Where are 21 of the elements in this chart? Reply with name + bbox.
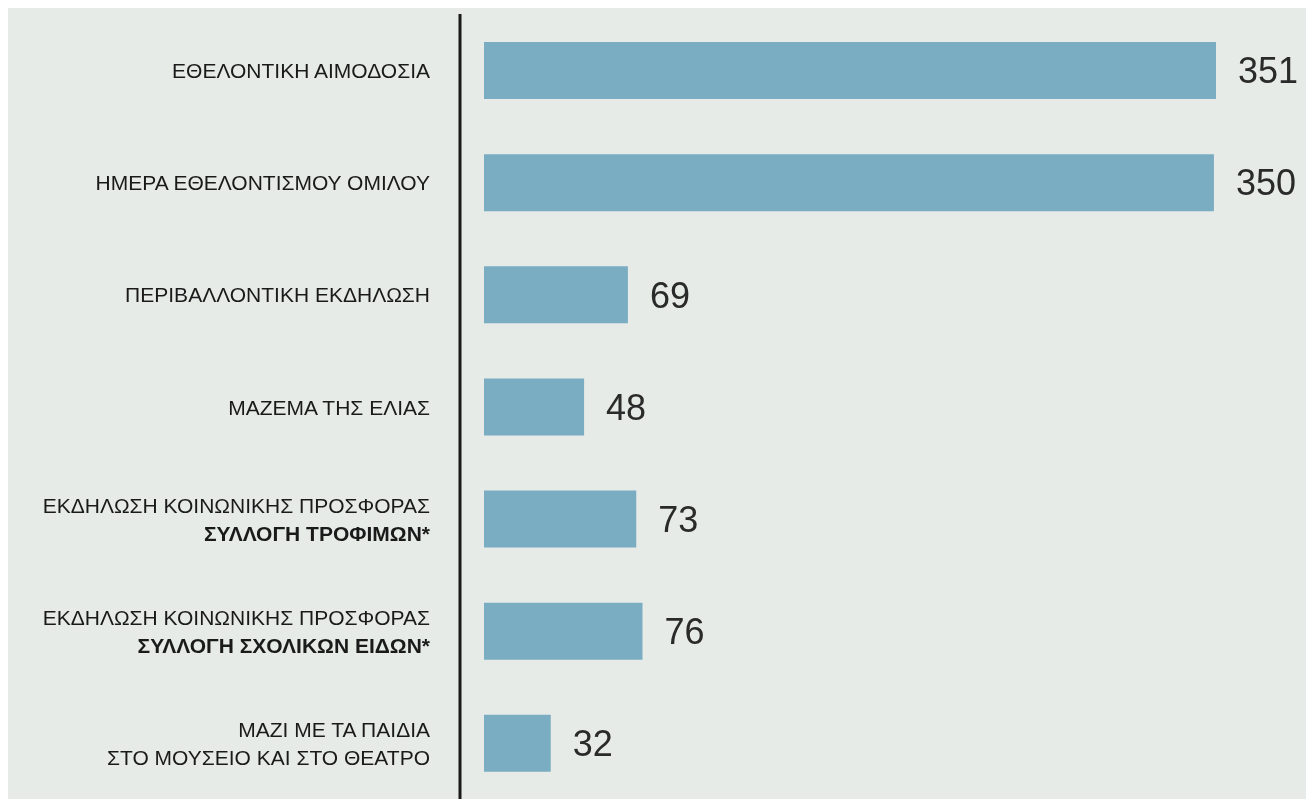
data-label: 48 [606, 386, 647, 428]
bar [484, 154, 1214, 212]
y-tick-label: ΠΕΡΙΒΑΛΛΟΝΤΙΚΗ ΕΚΔΗΛΩΣΗ [125, 282, 430, 306]
y-tick-label: ΜΑΖΕΜΑ ΤΗΣ ΕΛΙΑΣ [228, 395, 431, 418]
bar [484, 378, 585, 436]
bar [484, 602, 643, 660]
y-tick-label: ΜΑΖΙ ΜΕ ΤΑ ΠΑΙΔΙΑ ΣΤΟ ΜΟΥΣΕΙΟ ΚΑΙ ΣΤΟ ΘΕΑΤΡΟ [107, 717, 430, 769]
data-label: 73 [658, 498, 699, 540]
y-tick-label: ΗΜΕΡΑ ΕΘΕΛΟΝΤΙΣΜΟΥ ΟΜΙΛΟΥ [95, 170, 430, 194]
data-label: 69 [649, 274, 690, 316]
bar [484, 714, 551, 772]
bar [484, 266, 628, 324]
y-tick-label: ΕΘΕΛΟΝΤΙΚΗ ΑΙΜΟΔΟΣΙΑ [172, 58, 430, 82]
y-tick-label: ΕΚΔΗΛΩΣΗ ΚΟΙΝΩΝΙΚΗΣ ΠΡΟΣΦΟΡΑΣ ΣΥΛΛΟΓΗ ΣΧΟΛΙΚΩΝ ΕΙΔΩΝ* [42, 605, 431, 657]
data-label: 76 [664, 610, 705, 652]
bar [484, 42, 1216, 99]
data-label: 350 [1235, 162, 1296, 204]
y-tick-label: ΕΚΔΗΛΩΣΗ ΚΟΙΝΩΝΙΚΗΣ ΠΡΟΣΦΟΡΑΣ ΣΥΛΛΟΓΗ ΤΡΟΦΙΜΩΝ* [42, 493, 431, 545]
data-label: 351 [1238, 50, 1299, 92]
data-label: 32 [572, 723, 613, 765]
bar [484, 490, 637, 548]
